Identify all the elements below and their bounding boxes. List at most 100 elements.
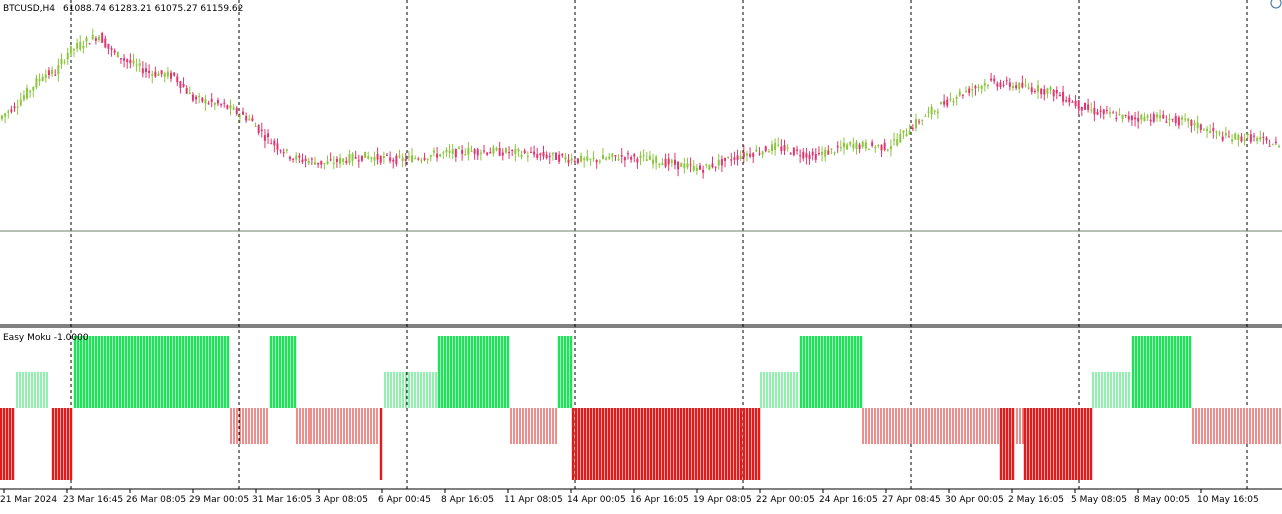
candle-body xyxy=(273,140,276,146)
candle-body xyxy=(764,146,767,152)
candle-body xyxy=(395,155,398,165)
candle-body xyxy=(555,152,558,160)
candle-body xyxy=(210,98,213,102)
candle-body xyxy=(927,111,930,113)
x-tick-label: 21 Mar 2024 xyxy=(0,495,57,505)
candle-body xyxy=(586,156,589,161)
candle-body xyxy=(238,115,241,117)
candle-body xyxy=(1008,82,1011,87)
candle-body xyxy=(198,95,201,97)
candle-body xyxy=(1090,109,1093,111)
time-axis: 21 Mar 2024 23 Mar 16:45 26 Mar 08:05 29 Ma… xyxy=(0,489,1259,505)
candle-body xyxy=(285,149,288,151)
x-tick-label: 24 Apr 16:05 xyxy=(819,495,878,505)
candle-body xyxy=(7,111,10,113)
candle-body xyxy=(157,73,160,76)
candle-body xyxy=(1181,117,1184,120)
candle-body xyxy=(758,153,761,155)
candle-body xyxy=(301,159,304,163)
candle-body xyxy=(677,161,680,170)
candle-body xyxy=(1206,128,1209,131)
candle-body xyxy=(401,157,404,162)
candle-body xyxy=(314,162,316,165)
candle-body xyxy=(1030,87,1033,93)
candle-body xyxy=(41,76,44,81)
candle-body xyxy=(467,148,470,155)
candle-body xyxy=(623,157,626,161)
candle-body xyxy=(508,152,511,154)
candle-body xyxy=(749,153,752,157)
candle-body xyxy=(129,60,132,64)
candle-body xyxy=(670,160,673,163)
candle-body xyxy=(858,144,861,149)
candle-body xyxy=(1237,134,1240,140)
candle-body xyxy=(35,78,38,88)
candle-body xyxy=(445,149,448,153)
candle-body xyxy=(1274,141,1277,144)
candle-body xyxy=(451,149,454,154)
candle-body xyxy=(836,145,839,148)
candle-body xyxy=(342,158,345,162)
candle-body xyxy=(667,158,670,165)
candle-body xyxy=(980,85,983,89)
candle-body xyxy=(360,155,363,161)
candle-body xyxy=(767,151,770,153)
candle-body xyxy=(1109,112,1112,114)
candle-body xyxy=(1143,117,1146,122)
chart-title: BTCUSD,H4 xyxy=(3,4,55,14)
x-tick-label: 6 Apr 00:45 xyxy=(378,495,431,505)
candle-body xyxy=(76,42,79,49)
candle-body xyxy=(1271,144,1274,146)
candle-body xyxy=(1071,101,1074,103)
candle-body xyxy=(248,118,251,120)
candle-body xyxy=(1077,100,1080,110)
candle-body xyxy=(899,133,902,143)
candle-body xyxy=(44,74,47,78)
candle-body xyxy=(523,150,526,154)
candle-body xyxy=(736,155,739,160)
candle-body xyxy=(824,149,827,157)
candle-body xyxy=(32,86,35,91)
candle-body xyxy=(977,86,980,88)
candle-body xyxy=(1011,86,1014,89)
candle-body xyxy=(868,148,871,150)
candle-body xyxy=(949,98,952,100)
chart-corner-arrow-icon[interactable] xyxy=(1270,0,1282,9)
candle-body xyxy=(382,155,385,159)
candle-body xyxy=(348,154,351,164)
candle-body xyxy=(955,96,958,99)
candle-body xyxy=(339,157,342,164)
candle-body xyxy=(1174,116,1177,124)
candle-body xyxy=(652,159,655,164)
candle-body xyxy=(1221,136,1224,141)
candle-body xyxy=(110,48,113,50)
x-tick-label: 11 Apr 08:05 xyxy=(504,495,563,505)
candle-body xyxy=(548,155,551,158)
candle-body xyxy=(708,165,711,170)
candle-body xyxy=(1218,132,1221,134)
candle-body xyxy=(1253,135,1255,137)
candle-body xyxy=(542,151,545,157)
candle-body xyxy=(680,163,683,167)
x-tick-label: 19 Apr 08:05 xyxy=(693,495,752,505)
x-tick-label: 10 May 16:05 xyxy=(1197,495,1259,505)
candle-body xyxy=(1055,89,1058,94)
candle-body xyxy=(223,102,226,104)
candle-body xyxy=(26,87,29,99)
candle-body xyxy=(861,141,864,147)
candle-body xyxy=(914,119,917,129)
candle-body xyxy=(1112,112,1115,114)
candle-body xyxy=(501,152,504,156)
candle-body xyxy=(714,166,717,168)
candle-body xyxy=(116,52,119,58)
candle-body xyxy=(483,150,486,152)
candle-body xyxy=(329,159,332,161)
x-tick-label: 31 Mar 16:05 xyxy=(252,495,312,505)
candle-body xyxy=(47,70,50,76)
candle-body xyxy=(436,153,439,158)
candle-body xyxy=(317,162,320,165)
candle-body xyxy=(567,159,570,163)
candle-body xyxy=(1074,100,1077,106)
candle-body xyxy=(1259,137,1262,140)
candle-body xyxy=(417,158,420,160)
